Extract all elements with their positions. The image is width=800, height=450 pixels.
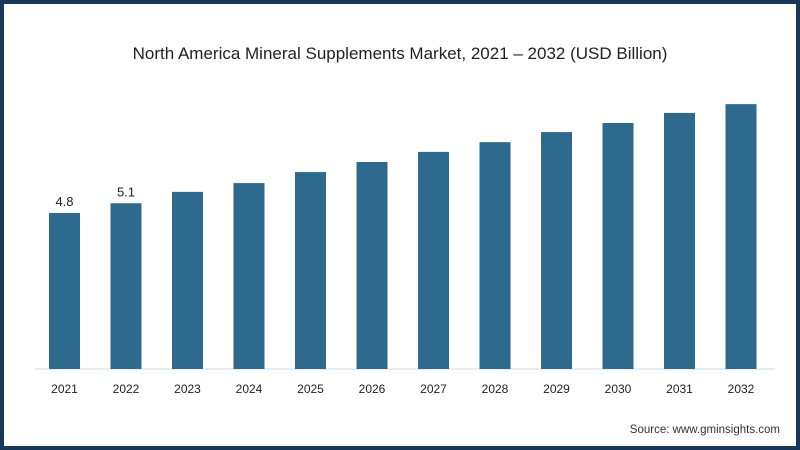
bar-2024 xyxy=(233,183,265,369)
x-tick-label: 2021 xyxy=(51,382,78,396)
x-tick-label: 2022 xyxy=(113,382,140,396)
bar-2025 xyxy=(295,172,326,369)
x-tick-label: 2025 xyxy=(297,382,324,396)
bar-2029 xyxy=(541,132,572,369)
bar-2028 xyxy=(479,142,511,369)
x-tick-label: 2023 xyxy=(174,382,201,396)
x-tick-label: 2026 xyxy=(359,382,386,396)
x-tick-label: 2030 xyxy=(605,382,632,396)
bar-2031 xyxy=(664,112,695,370)
bar-2032 xyxy=(725,104,757,369)
x-tick-label: 2032 xyxy=(728,382,755,396)
bar-2030 xyxy=(602,122,634,369)
source-note: Source: www.gminsights.com xyxy=(629,424,780,436)
bar-2026 xyxy=(356,161,388,369)
x-tick-label: 2027 xyxy=(420,382,447,396)
x-tick-label: 2029 xyxy=(543,382,570,396)
bar-2022 xyxy=(110,203,142,369)
x-tick-label: 2028 xyxy=(482,382,509,396)
bar-2027 xyxy=(418,151,449,369)
data-label: 5.1 xyxy=(117,184,135,199)
x-tick-label: 2024 xyxy=(236,382,263,396)
bar-2021 xyxy=(49,213,80,369)
bar-2023 xyxy=(172,191,203,369)
x-tick-label: 2031 xyxy=(666,382,693,396)
chart-title: North America Mineral Supplements Market… xyxy=(132,44,668,63)
data-label: 4.8 xyxy=(55,194,73,209)
